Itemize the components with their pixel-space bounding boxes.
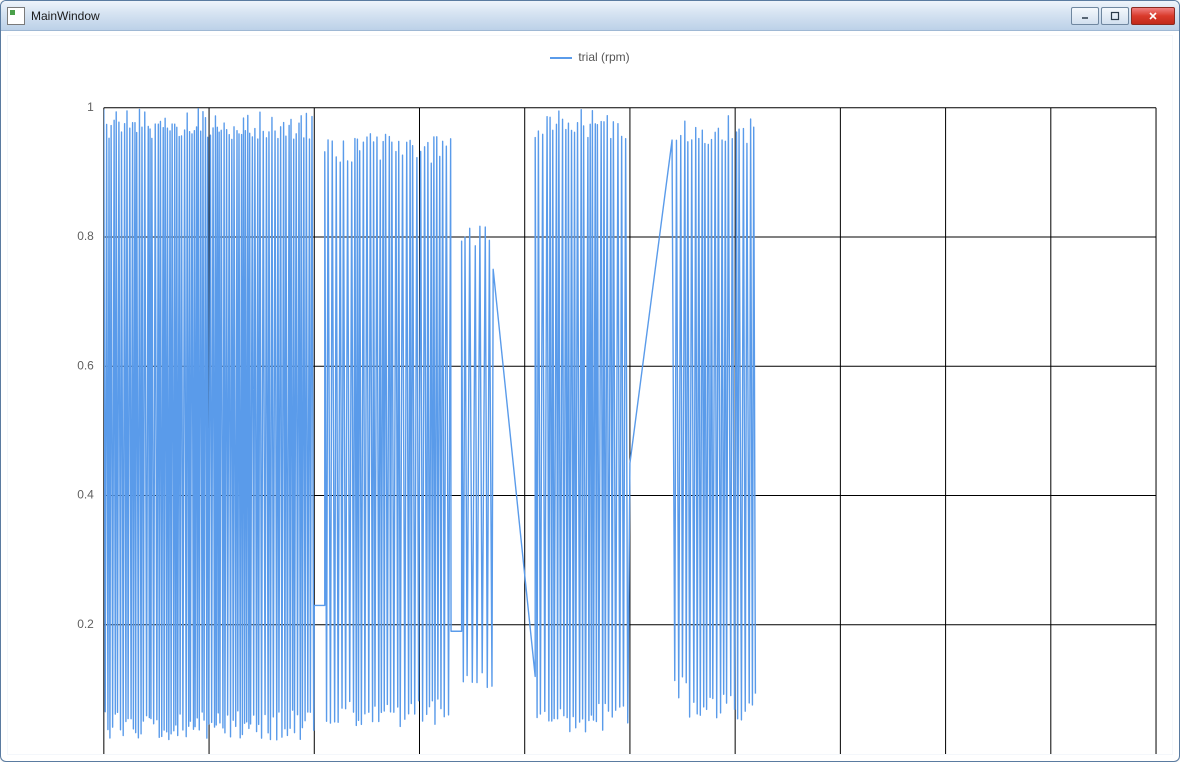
client-area: trial (rpm) 0.20.40.60.81 bbox=[7, 35, 1173, 755]
maximize-button[interactable] bbox=[1101, 7, 1129, 25]
close-icon bbox=[1147, 11, 1159, 21]
close-button[interactable] bbox=[1131, 7, 1175, 25]
app-icon bbox=[7, 7, 25, 25]
minimize-icon bbox=[1080, 11, 1090, 21]
titlebar[interactable]: MainWindow bbox=[1, 1, 1179, 31]
y-tick-label: 0.6 bbox=[77, 358, 94, 372]
chart: 0.2 0.4 0.6 0.8 1 bbox=[8, 36, 1172, 754]
y-tick-label: 1 bbox=[87, 100, 94, 114]
y-tick-label: 0.8 bbox=[77, 229, 94, 243]
series-line bbox=[104, 109, 756, 740]
window-controls bbox=[1071, 7, 1175, 25]
maximize-icon bbox=[1110, 11, 1120, 21]
y-tick-label: 0.2 bbox=[77, 617, 94, 631]
chart-svg: 0.2 0.4 0.6 0.8 1 bbox=[8, 36, 1172, 754]
window-title: MainWindow bbox=[31, 9, 100, 23]
y-tick-label: 0.4 bbox=[77, 488, 94, 502]
application-window: MainWindow trial (rpm) 0.20.40.60.81 bbox=[0, 0, 1180, 762]
minimize-button[interactable] bbox=[1071, 7, 1099, 25]
